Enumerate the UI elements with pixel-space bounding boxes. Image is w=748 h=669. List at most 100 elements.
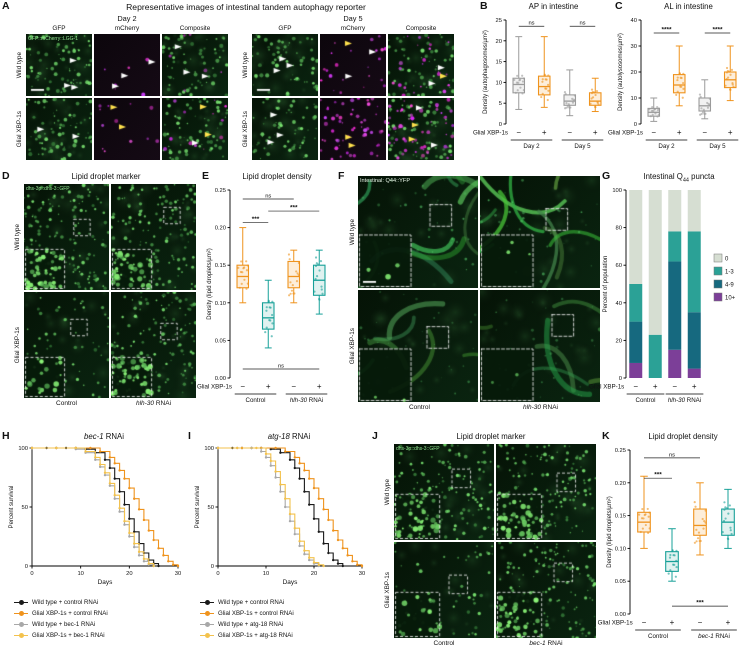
svg-text:Percent survival: Percent survival [9,486,15,529]
svg-text:0.15: 0.15 [215,263,226,269]
legend-swatch [200,610,214,616]
panel-e-title: Lipid droplet density [242,172,312,181]
svg-text:ns: ns [265,194,271,200]
svg-text:Density (autophagosomes/µm²): Density (autophagosomes/µm²) [483,30,489,114]
reporter-label: dhs-3p::dhs-3::GFP [26,186,70,192]
svg-text:Density (autolysosomes/µm²): Density (autolysosomes/µm²) [618,33,624,111]
micrograph-f-xbp1s-control [358,290,478,402]
svg-text:Days: Days [98,579,114,586]
legend-swatch [200,599,214,605]
svg-text:bec-1 RNAi: bec-1 RNAi [698,633,730,640]
reporter-label: GFP::mCherry::LGG-1 [28,36,79,42]
legend-label: Glial XBP-1s + atg-18 RNAi [218,632,293,639]
micrograph-day5-xbp1s-mcherry [320,98,386,160]
panel-k-letter: K [602,430,610,442]
svg-text:+: + [677,128,682,137]
column-label-control: Control [408,404,430,411]
panel-b-letter: B [480,0,488,12]
svg-text:20: 20 [311,571,317,577]
panel-k: K Lipid droplet density 0.00 0.05 0.10 0.15… [598,430,748,669]
legend-item: Glial XBP-1s + control RNAi [14,608,186,619]
panel-c-title: AL in intestine [664,2,713,11]
svg-text:Glial XBP-1s: Glial XBP-1s [598,620,633,627]
panel-k-title: Lipid droplet density [648,432,718,441]
micrograph-f-wt-hlh30 [480,176,600,288]
panel-a: A Representative images of intestinal ta… [0,0,478,170]
al-intestine-boxplot: 0 10 20 30 40 Density (autolysosomes/µm²) ****… [608,18,739,150]
svg-text:0.15: 0.15 [615,514,626,520]
micrograph-day2-xbp1s-gfp [26,98,92,160]
svg-text:****: **** [661,27,672,34]
svg-text:Control: Control [246,397,266,404]
day5-block: Day 5 GFP mCherry Composite Wild type Gl… [240,14,454,162]
panel-b-title: AP in intestine [528,2,579,11]
svg-text:0: 0 [30,571,33,577]
svg-text:−: − [291,382,296,391]
row-label-wild-type: Wild type [241,51,249,79]
channel-label-composite: Composite [179,25,211,32]
atg18-legend: Wild type + control RNAi Glial XBP-1s + … [200,597,370,641]
svg-text:0.00: 0.00 [615,612,626,618]
svg-text:10: 10 [263,571,269,577]
panel-c: C AL in intestine 0 10 20 30 40 Density (auto… [608,0,748,170]
svg-text:+: + [653,382,658,391]
svg-text:80: 80 [616,226,622,232]
svg-text:+: + [726,618,731,627]
svg-text:100: 100 [18,446,28,452]
lipid-density-bec1-boxplot: 0.00 0.05 0.10 0.15 0.20 0.25 Density (lipid d… [598,448,737,640]
svg-text:0.20: 0.20 [215,226,226,232]
svg-text:+: + [542,128,547,137]
ap-intestine-boxplot: 0 5 10 15 20 25 Density (autophagosomes/µm²) ns… [473,18,604,150]
svg-text:10: 10 [496,80,502,86]
svg-text:ns: ns [579,21,585,27]
legend-item: Glial XBP-1s + control RNAi [200,608,370,619]
panel-h: H bec-1 RNAi 0 50 100 Percent survival 0 10 20… [0,430,186,669]
row-label-glial-xbp1s: Glial XBP-1s [241,110,249,148]
panel-d: D Lipid droplet marker Wild type dhs-3p:… [0,170,200,430]
q44-puncta-stacked-bar: 0 20 40 60 80 100 Percent of population 0 1-3 4-9… [589,188,736,404]
svg-text:−: − [567,128,572,137]
legend-item: Glial XBP-1s + atg-18 RNAi [200,630,370,641]
panel-g-letter: G [602,170,611,182]
svg-text:****: **** [712,27,723,34]
row-label-glial-xbp1s: Glial XBP-1s [13,326,21,364]
svg-text:50: 50 [208,505,214,511]
svg-text:20: 20 [631,70,637,76]
row-label-wild-type: Wild type [13,223,21,251]
micrograph-day2-wt-composite [162,34,228,96]
svg-text:100: 100 [204,446,214,452]
panel-j-title: Lipid droplet marker [456,432,526,441]
svg-text:Day 5: Day 5 [709,143,726,150]
micrograph-day5-xbp1s-composite [388,98,454,160]
panel-g: G Intestinal Q44 puncta 0 20 40 60 80 100 Perc… [589,170,748,430]
panel-f: F Wild type Intestinal: Q44::YFP Glial X… [336,170,600,430]
micrograph-day5-wt-composite [388,34,454,96]
svg-text:20: 20 [616,338,622,344]
panel-g-title: Intestinal Q44 puncta [643,172,715,184]
svg-text:20: 20 [126,571,132,577]
legend-label: Glial XBP-1s + bec-1 RNAi [32,632,105,639]
micrograph-day2-wt-mcherry [94,34,160,96]
svg-text:ns: ns [278,363,284,369]
svg-text:0: 0 [25,564,28,570]
panel-d-title: Lipid droplet marker [71,172,141,181]
panel-h-letter: H [2,430,10,442]
atg18-survival-chart: 0 50 100 Percent survival 0 10 20 30 Days [195,446,365,586]
panel-d-letter: D [2,170,10,182]
micrograph-day2-wt-gfp [26,34,92,96]
svg-text:Percent of population: Percent of population [603,256,609,313]
svg-text:0: 0 [619,376,622,382]
micrograph-d-xbp1s-hlh30 [111,292,196,398]
svg-text:50: 50 [22,505,28,511]
svg-text:0.10: 0.10 [615,546,626,552]
panel-e: E Lipid droplet density 0.00 0.05 0.10 0.15… [197,170,336,430]
svg-text:0.20: 0.20 [615,481,626,487]
svg-text:Density (lipid droplets/µm²): Density (lipid droplets/µm²) [207,248,213,319]
svg-text:−: − [651,128,656,137]
svg-text:***: *** [696,600,704,607]
svg-text:hlh-30 RNAi: hlh-30 RNAi [668,397,701,404]
panel-i-letter: I [188,430,191,442]
legend-label: Glial XBP-1s + control RNAi [32,610,108,617]
channel-label-gfp: GFP [278,25,292,32]
panel-a-title: Representative images of intestinal tand… [126,2,366,12]
